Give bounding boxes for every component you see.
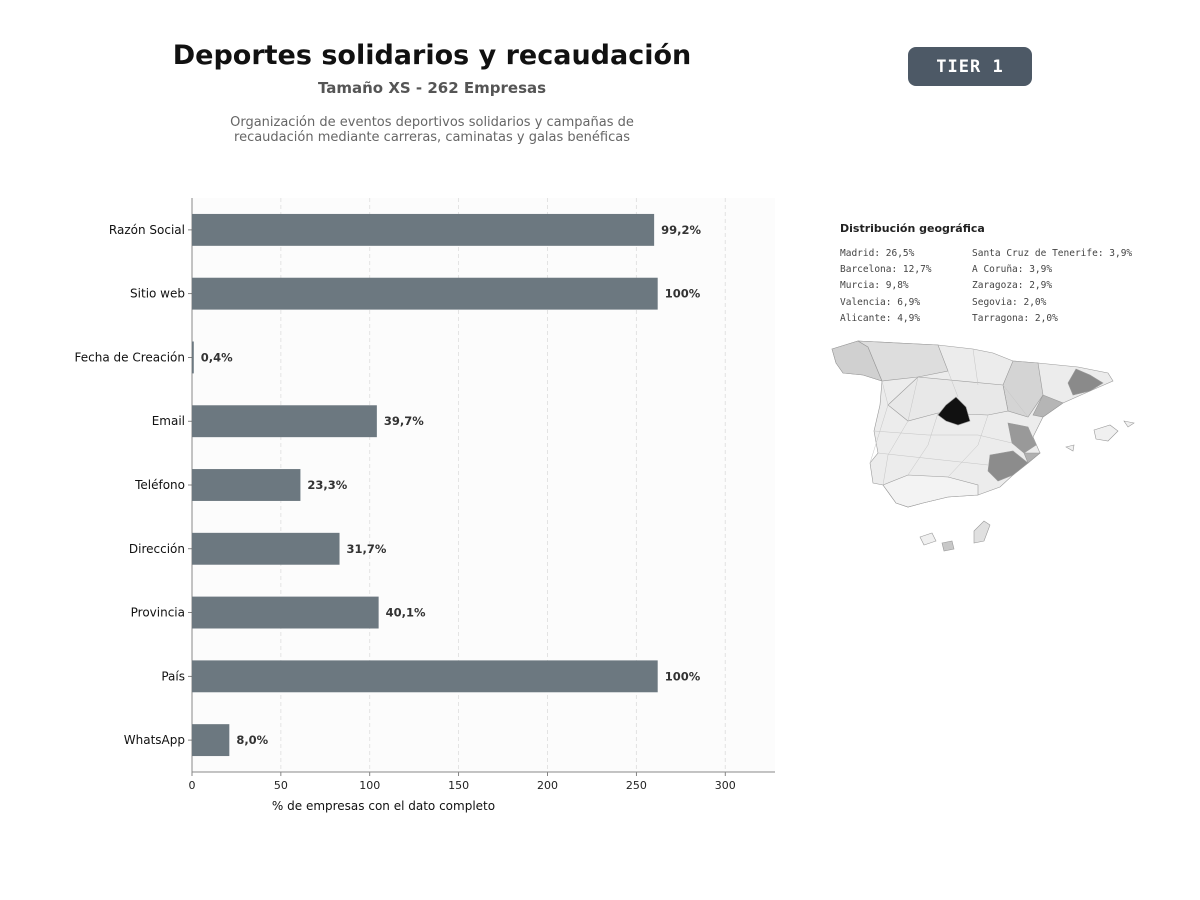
map-region-menorca [1123, 420, 1135, 428]
bar [192, 469, 301, 501]
bar [192, 277, 658, 310]
map-region-barcelona [1067, 368, 1104, 396]
bar [192, 596, 379, 629]
chart-title: Deportes solidarios y recaudación [172, 40, 692, 71]
y-tick-label: Sitio web [130, 287, 185, 301]
y-tick-label: Teléfono [134, 478, 185, 492]
data-label: 99,2% [661, 223, 701, 237]
y-tick-label: País [161, 669, 185, 683]
y-tick-label: Email [152, 414, 185, 428]
geo-item: Alicante: 4,9% [840, 312, 921, 324]
x-tick-label: 0 [189, 779, 196, 792]
map-region-alicante [1023, 452, 1041, 464]
geo-item: Tarragona: 2,0% [972, 312, 1058, 324]
data-label: 0,4% [201, 350, 233, 364]
map-region-canarias-west [919, 532, 937, 546]
data-label: 100% [665, 669, 701, 683]
geo-item: Santa Cruz de Tenerife: 3,9% [972, 248, 1133, 259]
bar [192, 405, 377, 438]
x-tick-label: 200 [537, 779, 558, 792]
geo-item: Zaragoza: 2,9% [972, 280, 1053, 292]
y-tick-label: Provincia [131, 606, 185, 620]
x-tick-label: 250 [626, 779, 647, 792]
y-tick-label: Dirección [129, 542, 185, 556]
y-tick-label: WhatsApp [124, 733, 185, 747]
y-tick-label: Razón Social [109, 223, 185, 237]
x-tick-label: 100 [359, 779, 380, 792]
map-region-madrid [937, 396, 971, 426]
geo-item: Barcelona: 12,7% [840, 264, 932, 276]
x-axis-label: % de empresas con el dato completo [272, 799, 495, 813]
map-region-canarias-east [973, 520, 991, 544]
x-tick-label: 50 [274, 779, 288, 792]
geo-item: Murcia: 9,8% [840, 280, 909, 292]
x-tick-label: 150 [448, 779, 469, 792]
geo-distribution-title: Distribución geográfica [840, 222, 985, 235]
geo-item: Segovia: 2,0% [972, 296, 1047, 308]
tier-badge: TIER 1 [908, 47, 1032, 86]
bar [192, 660, 658, 693]
geo-list-col-1: Madrid: 26,5% Barcelona: 12,7% Murcia: 9… [840, 246, 932, 327]
bar [192, 532, 340, 565]
x-tick-label: 300 [715, 779, 736, 792]
data-label: 39,7% [384, 414, 424, 428]
map-region-tenerife [941, 540, 955, 552]
bar [192, 341, 194, 374]
map-region-tarragona [1032, 394, 1064, 418]
map-region-murcia [987, 450, 1029, 482]
spain-map [831, 340, 1135, 552]
geo-item: Valencia: 6,9% [840, 296, 921, 308]
chart-subtitle: Tamaño XS - 262 Empresas [317, 79, 547, 97]
map-region-valencia [1007, 422, 1037, 454]
geo-item: Madrid: 26,5% [840, 248, 915, 259]
data-label: 40,1% [386, 606, 426, 620]
y-tick-label: Fecha de Creación [75, 350, 185, 364]
data-label: 31,7% [347, 542, 387, 556]
map-region-south [882, 474, 979, 508]
bar-chart: 0 50 100 150 200 250 300 Razón Social 99,2% Sitio… [75, 198, 775, 813]
map-region-ibiza [1065, 444, 1075, 452]
chart-description: Organización de eventos deportivos solid… [230, 115, 634, 145]
map-region-mallorca [1093, 424, 1119, 442]
geo-item: A Coruña: 3,9% [972, 264, 1053, 276]
geo-list-col-2: Santa Cruz de Tenerife: 3,9% A Coruña: 3… [972, 246, 1132, 327]
bar [192, 213, 655, 246]
bar [192, 724, 230, 757]
data-label: 100% [665, 287, 701, 301]
data-label: 23,3% [307, 478, 347, 492]
data-label: 8,0% [236, 733, 268, 747]
